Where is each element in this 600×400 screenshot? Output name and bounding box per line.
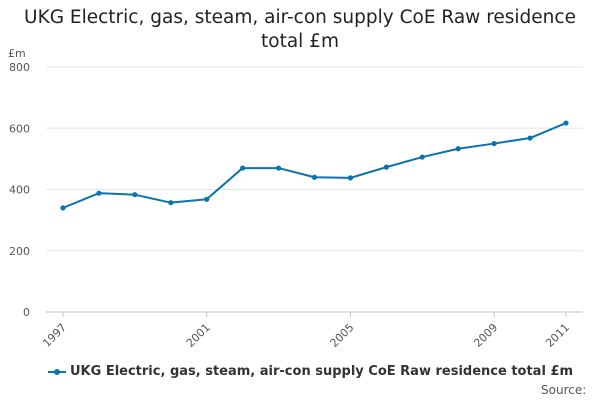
y-tick-label: 800 — [9, 61, 30, 74]
data-point — [311, 174, 318, 180]
series-line — [62, 122, 567, 209]
data-point — [347, 175, 354, 181]
data-point — [60, 205, 66, 211]
chart-title: UKG Electric, gas, steam, air-con supply… — [0, 6, 600, 54]
data-point — [419, 154, 425, 160]
data-point — [455, 146, 461, 152]
data-point — [275, 165, 282, 171]
legend-label: UKG Electric, gas, steam, air-con supply… — [70, 364, 574, 379]
chart-title-line-1: UKG Electric, gas, steam, air-con supply… — [24, 7, 576, 28]
y-tick-label: 600 — [9, 122, 30, 135]
y-tick-label: 0 — [23, 306, 30, 319]
legend-swatch — [48, 367, 66, 377]
x-tick-label: 2001 — [184, 321, 213, 350]
data-point — [240, 165, 246, 171]
source-label: Source: — [541, 383, 587, 397]
y-axis-label: £m — [8, 47, 26, 60]
legend[interactable]: UKG Electric, gas, steam, air-con supply… — [48, 364, 573, 379]
data-point — [168, 200, 174, 206]
data-point — [527, 135, 533, 141]
x-tick-label: 2005 — [328, 321, 357, 350]
chart-title-line-2: total £m — [261, 31, 339, 52]
data-point — [204, 196, 210, 202]
data-point — [383, 164, 389, 170]
x-tick-label: 2011 — [543, 321, 572, 350]
x-tick-label: 2009 — [471, 321, 500, 350]
data-point — [132, 192, 138, 198]
y-tick-label: 400 — [9, 184, 30, 197]
y-tick-label: 200 — [9, 245, 30, 258]
x-tick-label: 1997 — [40, 321, 69, 350]
data-point — [563, 120, 569, 126]
data-point — [491, 140, 497, 147]
data-point — [96, 190, 102, 196]
